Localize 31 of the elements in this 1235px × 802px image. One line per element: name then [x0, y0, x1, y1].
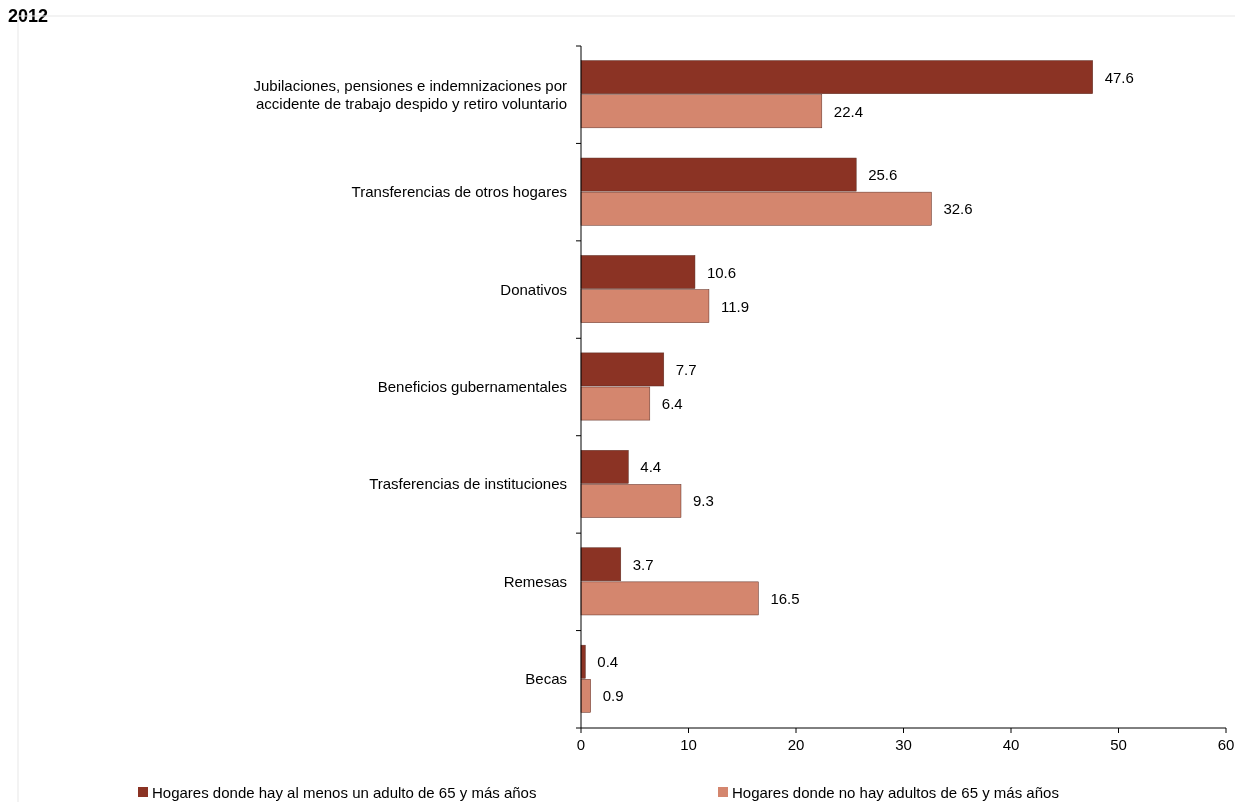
- x-tick-label: 50: [1110, 736, 1127, 753]
- x-tick-label: 60: [1217, 736, 1235, 753]
- data-label: 16.5: [770, 589, 800, 607]
- y-tick-label: Remesas: [503, 572, 567, 590]
- data-label: 11.9: [720, 297, 750, 315]
- data-label: 32.6: [943, 200, 973, 218]
- y-tick-label: Becas: [525, 670, 567, 688]
- y-tick-label: Jubilaciones, pensiones e indemnizaciones por accidente de trabajo despido y retiro voluntario: [253, 76, 567, 112]
- x-tick-label: 30: [895, 736, 912, 753]
- data-label: 22.4: [833, 102, 863, 120]
- y-tick-label: Transferencias de otros hogares: [351, 183, 567, 201]
- data-label: 7.7: [675, 360, 697, 378]
- data-label: 10.6: [706, 263, 737, 281]
- y-tick-label: Beneficios gubernamentales: [377, 378, 567, 395]
- data-label: 0.9: [602, 687, 624, 705]
- data-label: 4.4: [640, 458, 662, 476]
- data-label: 6.4: [661, 395, 683, 413]
- legend-label: Hogares donde hay al menos un adulto de 65 y más años: [152, 784, 537, 801]
- data-label: 0.4: [597, 653, 619, 671]
- legend-label: Hogares donde no hay adultos de 65 y más años: [732, 784, 1059, 801]
- data-label: 9.3: [692, 492, 714, 510]
- y-tick-label: Trasferencias de instituciones: [369, 475, 567, 493]
- text: 2012: [8, 6, 49, 26]
- y-tick-label: Donativos: [500, 280, 567, 298]
- x-tick-label: 40: [1002, 736, 1020, 753]
- x-tick-label: 20: [787, 736, 805, 753]
- data-label: 47.6: [1104, 68, 1134, 86]
- data-label: 25.6: [868, 166, 898, 184]
- x-tick-label: 10: [680, 736, 697, 753]
- x-tick-label: 0: [576, 736, 586, 753]
- data-label: 3.7: [632, 555, 654, 573]
